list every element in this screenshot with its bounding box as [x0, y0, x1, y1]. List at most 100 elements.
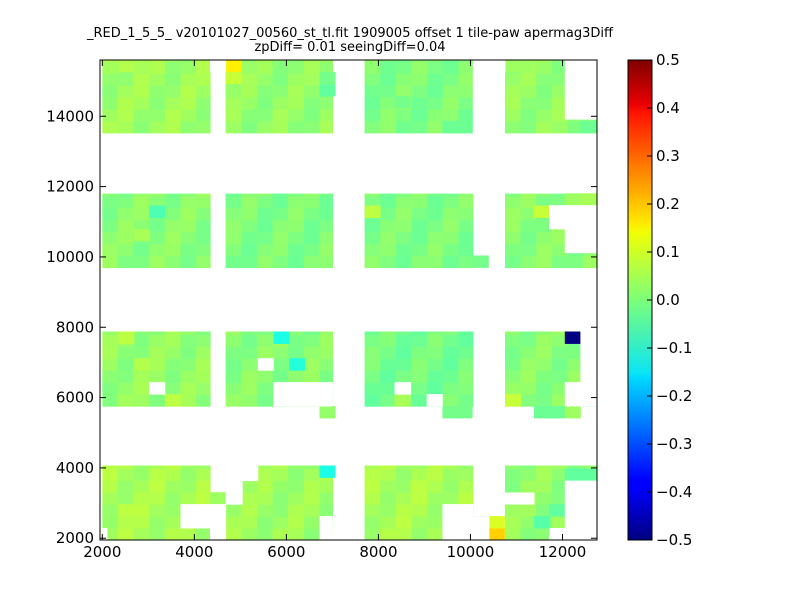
heatmap-cell [164, 370, 182, 383]
heatmap-cell [117, 468, 135, 481]
heatmap-cell [536, 480, 553, 493]
heatmap-cell [133, 468, 150, 481]
heatmap-cell [149, 195, 166, 209]
heatmap-cell [520, 382, 537, 395]
heatmap-cell [380, 346, 397, 359]
heatmap-cell [288, 255, 305, 269]
heatmap-cell [380, 120, 397, 134]
heatmap-cell [241, 231, 258, 245]
heatmap-cell [180, 358, 197, 371]
heatmap-cell [256, 492, 274, 505]
heatmap-cell [225, 85, 242, 98]
heatmap-cell [364, 504, 381, 517]
heatmap-cell [241, 346, 258, 359]
heatmap-cell-highlight [134, 60, 151, 73]
heatmap-cell [102, 120, 119, 134]
heatmap-cell [149, 231, 166, 245]
heatmap-cell [149, 255, 166, 269]
heatmap-cell [319, 195, 333, 209]
heatmap-cell [442, 394, 459, 407]
heatmap-cell [458, 61, 474, 74]
heatmap-cell-highlight [149, 205, 166, 218]
heatmap-cell [442, 255, 459, 269]
colorbar-tick-label: −0.1 [656, 339, 692, 357]
heatmap-cell [102, 219, 119, 233]
heatmap-cell [164, 382, 182, 395]
heatmap-cell-highlight [564, 406, 581, 419]
missing-cell [210, 504, 227, 540]
heatmap-cell [196, 73, 211, 86]
heatmap-cell [149, 516, 166, 529]
heatmap-cell [427, 96, 444, 110]
heatmap-cell [149, 480, 166, 493]
heatmap-cell [272, 61, 289, 74]
heatmap-cell [458, 85, 474, 98]
heatmap-cell [196, 61, 211, 74]
y-axis: 2000 4000 6000 8000 10000 12000 14000 [46, 107, 597, 547]
heatmap-cell [164, 492, 182, 505]
heatmap-cell [520, 528, 537, 540]
heatmap-cell [288, 231, 305, 245]
heatmap-cell [536, 346, 553, 359]
heatmap-cell [505, 465, 522, 469]
heatmap-cell [319, 60, 333, 62]
heatmap-cell [458, 73, 474, 86]
heatmap-cell [442, 96, 459, 110]
heatmap-cell [380, 193, 397, 197]
heatmap-cell [551, 358, 569, 371]
y-tick-label: 4000 [56, 459, 94, 477]
heatmap-cell [380, 255, 397, 269]
heatmap-cell [117, 358, 135, 371]
heatmap-cell-highlight [505, 394, 521, 407]
heatmap-cell [395, 528, 413, 540]
heatmap-cell [196, 465, 211, 469]
heatmap-cell [102, 60, 119, 62]
heatmap-cell-highlight [456, 406, 473, 419]
heatmap-cell [102, 334, 119, 347]
heatmap-cell [272, 73, 289, 86]
heatmap-cell [303, 480, 321, 493]
heatmap-cell [427, 60, 444, 62]
heatmap-cell [288, 85, 305, 98]
heatmap-cell [196, 85, 211, 98]
heatmap-cell [133, 243, 150, 257]
heatmap-cell [102, 255, 119, 269]
heatmap-cell [164, 207, 182, 221]
heatmap-cell [427, 85, 444, 98]
heatmap-cell [272, 193, 289, 197]
heatmap-cell [102, 346, 119, 359]
heatmap-cell [225, 207, 242, 221]
heatmap-cell [102, 207, 119, 221]
heatmap-cell [458, 370, 474, 383]
heatmap-cell [505, 370, 522, 383]
heatmap-cell-highlight [364, 205, 381, 218]
heatmap-cell [536, 492, 553, 505]
heatmap-cell [458, 468, 474, 481]
heatmap-cell [164, 60, 182, 62]
heatmap-cell [196, 108, 211, 122]
heatmap-cell [117, 370, 135, 383]
heatmap-cell [133, 108, 150, 122]
heatmap-cell [551, 516, 569, 529]
heatmap-cell [395, 480, 413, 493]
heatmap-cell [536, 60, 553, 62]
heatmap-cell [551, 120, 569, 134]
heatmap-cell [442, 195, 459, 209]
heatmap-cell [117, 255, 135, 269]
heatmap-cell [411, 358, 428, 371]
heatmap-cell [196, 231, 211, 245]
heatmap-cell [241, 195, 258, 209]
heatmap-cell [427, 465, 444, 469]
heatmap-cell [411, 370, 428, 383]
heatmap-cell [303, 85, 321, 98]
heatmap-cell [364, 358, 381, 371]
heatmap-cell [505, 255, 522, 269]
heatmap-cell [272, 465, 289, 469]
heatmap-cell [567, 120, 584, 134]
heatmap-cell [364, 219, 381, 233]
heatmap-cell-highlight [394, 95, 411, 109]
heatmap-cell [427, 370, 444, 383]
heatmap-cell [149, 96, 166, 110]
heatmap-cell-highlight [518, 60, 535, 73]
heatmap-cell [241, 61, 258, 74]
